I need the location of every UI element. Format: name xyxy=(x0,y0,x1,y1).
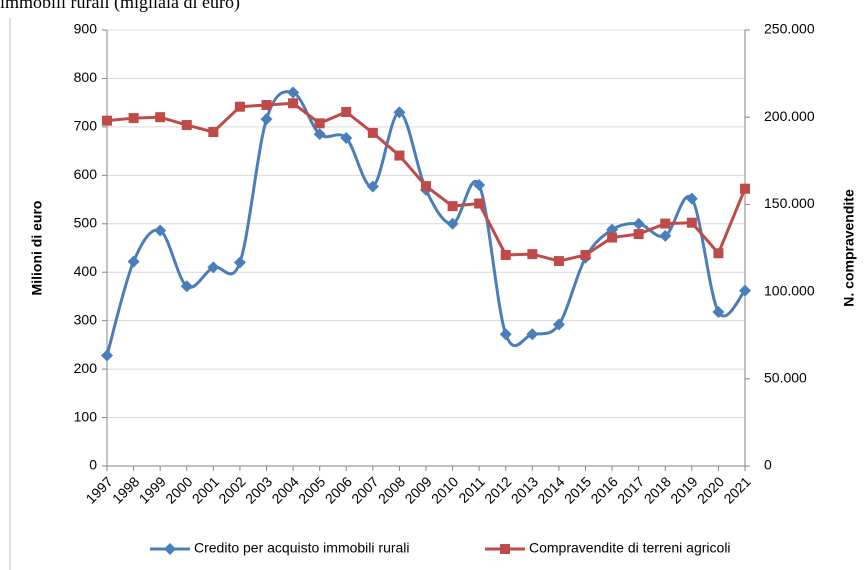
y-tick-label: 500 xyxy=(74,214,98,230)
y-tick-label: 200 xyxy=(74,360,98,376)
x-tick-label: 2006 xyxy=(322,473,355,506)
y2-tick-label: 100.000 xyxy=(764,282,815,298)
legend-label: Credito per acquisto immobili rurali xyxy=(194,540,410,556)
data-point xyxy=(446,217,459,230)
x-tick-label: 2011 xyxy=(455,473,488,506)
data-point xyxy=(473,179,486,192)
x-tick-label: 2008 xyxy=(375,473,408,506)
y-tick-label: 100 xyxy=(74,408,98,424)
data-point xyxy=(207,261,220,274)
data-point xyxy=(447,201,458,212)
chart-title: immobili rurali (migliaia di euro) xyxy=(0,0,240,13)
data-point xyxy=(367,127,378,138)
data-point xyxy=(607,232,618,243)
data-point xyxy=(102,115,112,126)
x-tick-label: 2021 xyxy=(720,473,753,506)
data-point xyxy=(633,229,644,240)
data-point xyxy=(101,349,113,362)
x-tick-label: 2019 xyxy=(667,473,700,506)
data-point xyxy=(394,150,405,161)
y2-tick-label: 200.000 xyxy=(764,108,815,124)
y-axis-title: Milioni di euro xyxy=(29,201,45,296)
data-point xyxy=(740,183,750,194)
y-tick-label: 600 xyxy=(74,166,98,182)
data-point xyxy=(632,217,645,230)
x-tick-label: 1999 xyxy=(136,473,169,506)
y2-axis-title: N. compravendite xyxy=(841,189,857,307)
x-tick-label: 2009 xyxy=(401,473,434,506)
y2-tick-label: 50.000 xyxy=(764,370,807,386)
data-point xyxy=(340,132,353,145)
data-point xyxy=(474,198,485,209)
data-point xyxy=(739,284,751,297)
x-tick-label: 2015 xyxy=(561,473,594,506)
y-tick-label: 400 xyxy=(74,263,98,279)
data-point xyxy=(180,280,193,293)
x-tick-label: 2014 xyxy=(534,473,567,506)
data-point xyxy=(499,328,512,341)
data-point xyxy=(393,106,406,119)
data-point xyxy=(366,180,379,193)
x-tick-label: 2004 xyxy=(268,473,301,506)
y2-tick-label: 150.000 xyxy=(764,195,815,211)
data-point xyxy=(127,255,140,268)
x-tick-label: 2017 xyxy=(614,473,647,506)
x-tick-label: 2003 xyxy=(242,473,275,506)
data-point xyxy=(233,256,246,269)
data-point xyxy=(234,101,245,112)
data-point xyxy=(155,112,166,123)
data-point xyxy=(552,318,565,331)
y-tick-label: 300 xyxy=(74,311,98,327)
x-tick-label: 2018 xyxy=(641,473,674,506)
data-point xyxy=(712,305,725,318)
x-tick-label: 2012 xyxy=(481,473,514,506)
x-tick-label: 2013 xyxy=(508,473,541,506)
data-point xyxy=(314,118,325,129)
x-tick-label: 2005 xyxy=(295,473,328,506)
x-tick-label: 2001 xyxy=(189,473,222,506)
y-tick-label: 0 xyxy=(89,457,97,473)
x-tick-label: 2010 xyxy=(428,473,461,506)
x-tick-label: 2002 xyxy=(215,473,248,506)
x-tick-label: 2000 xyxy=(162,473,195,506)
y2-tick-label: 250.000 xyxy=(764,21,815,37)
legend-marker xyxy=(500,544,510,554)
data-point xyxy=(660,218,671,229)
data-point xyxy=(685,192,698,205)
data-point xyxy=(553,256,564,267)
data-point xyxy=(128,113,139,124)
y-tick-label: 700 xyxy=(74,118,98,134)
x-tick-label: 2016 xyxy=(587,473,620,506)
data-point xyxy=(313,128,326,141)
y-tick-label: 800 xyxy=(74,69,98,85)
legend-label: Compravendite di terreni agricoli xyxy=(529,540,731,556)
x-tick-label: 2007 xyxy=(348,473,381,506)
legend-marker xyxy=(164,543,176,555)
data-point xyxy=(500,249,511,260)
y2-tick-label: 0 xyxy=(764,457,772,473)
data-point xyxy=(260,113,273,126)
data-point xyxy=(526,328,539,341)
data-point xyxy=(261,99,272,110)
x-tick-label: 1997 xyxy=(82,473,115,506)
data-point xyxy=(154,224,167,237)
data-point xyxy=(527,249,538,260)
x-tick-label: 2020 xyxy=(694,473,727,506)
data-point xyxy=(580,249,591,260)
data-point xyxy=(713,248,724,259)
data-point xyxy=(341,106,352,117)
data-point xyxy=(181,120,192,131)
data-point xyxy=(287,86,300,99)
data-point xyxy=(686,217,697,228)
data-point xyxy=(208,127,219,138)
data-point xyxy=(659,229,672,242)
data-point xyxy=(288,98,299,109)
data-point xyxy=(421,181,431,192)
x-tick-label: 1998 xyxy=(109,473,142,506)
y-tick-label: 900 xyxy=(74,21,98,37)
